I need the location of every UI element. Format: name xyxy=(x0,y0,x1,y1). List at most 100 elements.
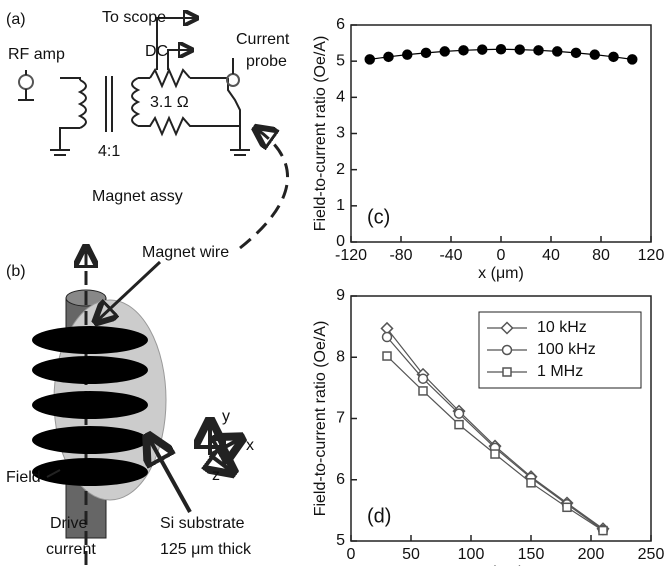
x-tick-label: -80 xyxy=(389,247,412,264)
marker xyxy=(562,502,572,513)
x-tick-label: 80 xyxy=(592,247,610,264)
wire xyxy=(59,127,80,150)
marker xyxy=(364,54,375,65)
legend-marker xyxy=(502,367,512,377)
axis-name: x xyxy=(246,437,254,454)
x-tick-label: 150 xyxy=(518,546,545,563)
label: 125 μm thick xyxy=(160,541,252,558)
y-tick-label: 7 xyxy=(336,410,345,427)
y-tick-label: 9 xyxy=(336,287,345,304)
rf-source xyxy=(18,74,34,90)
x-tick-label: 40 xyxy=(542,247,560,264)
legend-label: 10 kHz xyxy=(537,319,587,336)
panel-label: (c) xyxy=(367,206,390,228)
marker xyxy=(402,49,413,60)
field-loop xyxy=(32,458,148,486)
y-tick-label: 2 xyxy=(336,161,345,178)
marker xyxy=(458,45,469,56)
plot-frame xyxy=(350,24,652,243)
axis-name: y xyxy=(222,408,230,425)
field-loop xyxy=(32,426,148,454)
leader xyxy=(46,469,61,478)
panel-label: (b) xyxy=(6,263,26,280)
label: DC xyxy=(145,43,168,60)
resistor xyxy=(149,67,191,89)
diagram: (a) To scope RF amp DC Current probe 3.1… xyxy=(6,9,290,565)
label: Drive xyxy=(50,515,87,532)
label: 3.1 Ω xyxy=(150,94,189,111)
marker xyxy=(514,44,525,55)
axis-arrow xyxy=(210,455,230,470)
y-tick-label: 8 xyxy=(336,348,345,365)
x-tick-label: 200 xyxy=(578,546,605,563)
arrow xyxy=(98,260,162,320)
label: Field xyxy=(6,469,41,486)
marker xyxy=(382,351,392,361)
label: Current xyxy=(236,31,290,48)
field-loop xyxy=(32,326,148,354)
panel-label: (d) xyxy=(367,505,391,527)
marker xyxy=(417,373,429,384)
marker xyxy=(598,525,608,536)
y-tick-label: 4 xyxy=(336,89,345,106)
x-tick-label: 50 xyxy=(402,546,420,563)
label: Si substrate xyxy=(160,515,245,532)
legend-marker xyxy=(501,344,513,356)
x-axis-label: z (μm) xyxy=(478,564,524,566)
y-tick-label: 6 xyxy=(336,471,345,488)
marker xyxy=(589,49,600,60)
marker xyxy=(627,54,638,65)
legend-marker xyxy=(500,321,514,335)
arrow xyxy=(150,440,192,513)
marker xyxy=(453,408,465,419)
label: Magnet assy xyxy=(92,188,183,205)
y-tick-label: 6 xyxy=(336,16,345,33)
x-tick-label: 250 xyxy=(638,546,665,563)
arrow xyxy=(156,18,195,70)
x-tick-label: -120 xyxy=(335,247,367,264)
primary-coil xyxy=(77,79,87,129)
label: RF amp xyxy=(8,46,65,63)
marker xyxy=(454,419,464,430)
legend-label: 100 kHz xyxy=(537,341,596,358)
marker xyxy=(608,51,619,63)
y-tick-label: 3 xyxy=(336,125,345,142)
y-tick-label: 5 xyxy=(336,532,345,549)
marker xyxy=(381,331,393,343)
dashed-arrow xyxy=(239,130,290,250)
marker xyxy=(420,47,432,59)
y-axis-label: Field-to-current ratio (Oe/A) xyxy=(312,321,329,517)
label: probe xyxy=(246,53,287,70)
axis-name: z xyxy=(212,467,220,484)
label: current xyxy=(46,541,96,558)
marker xyxy=(439,46,450,57)
resistor xyxy=(138,78,241,137)
y-tick-label: 0 xyxy=(336,233,345,250)
field-loop xyxy=(32,356,148,384)
secondary-coil xyxy=(131,77,141,127)
panel-label: (a) xyxy=(6,11,26,28)
marker xyxy=(490,449,500,459)
marker xyxy=(533,45,544,56)
field-loop xyxy=(32,391,148,419)
marker xyxy=(383,51,394,63)
wire xyxy=(60,77,81,80)
x-tick-label: -40 xyxy=(439,247,462,264)
label: To scope xyxy=(102,9,166,26)
x-tick-label: 100 xyxy=(458,546,485,563)
y-tick-label: 5 xyxy=(336,52,345,69)
marker xyxy=(552,46,563,57)
axis-arrow xyxy=(209,440,238,455)
x-tick-label: 120 xyxy=(638,247,665,264)
y-axis-label: Field-to-current ratio (Oe/A) xyxy=(312,36,329,232)
legend-label: 1 MHz xyxy=(537,363,583,380)
arrow xyxy=(167,50,190,70)
marker xyxy=(418,386,428,396)
marker xyxy=(495,43,507,55)
marker xyxy=(477,44,488,55)
marker xyxy=(570,47,582,59)
label: Magnet wire xyxy=(142,244,229,261)
y-tick-label: 1 xyxy=(336,197,345,214)
